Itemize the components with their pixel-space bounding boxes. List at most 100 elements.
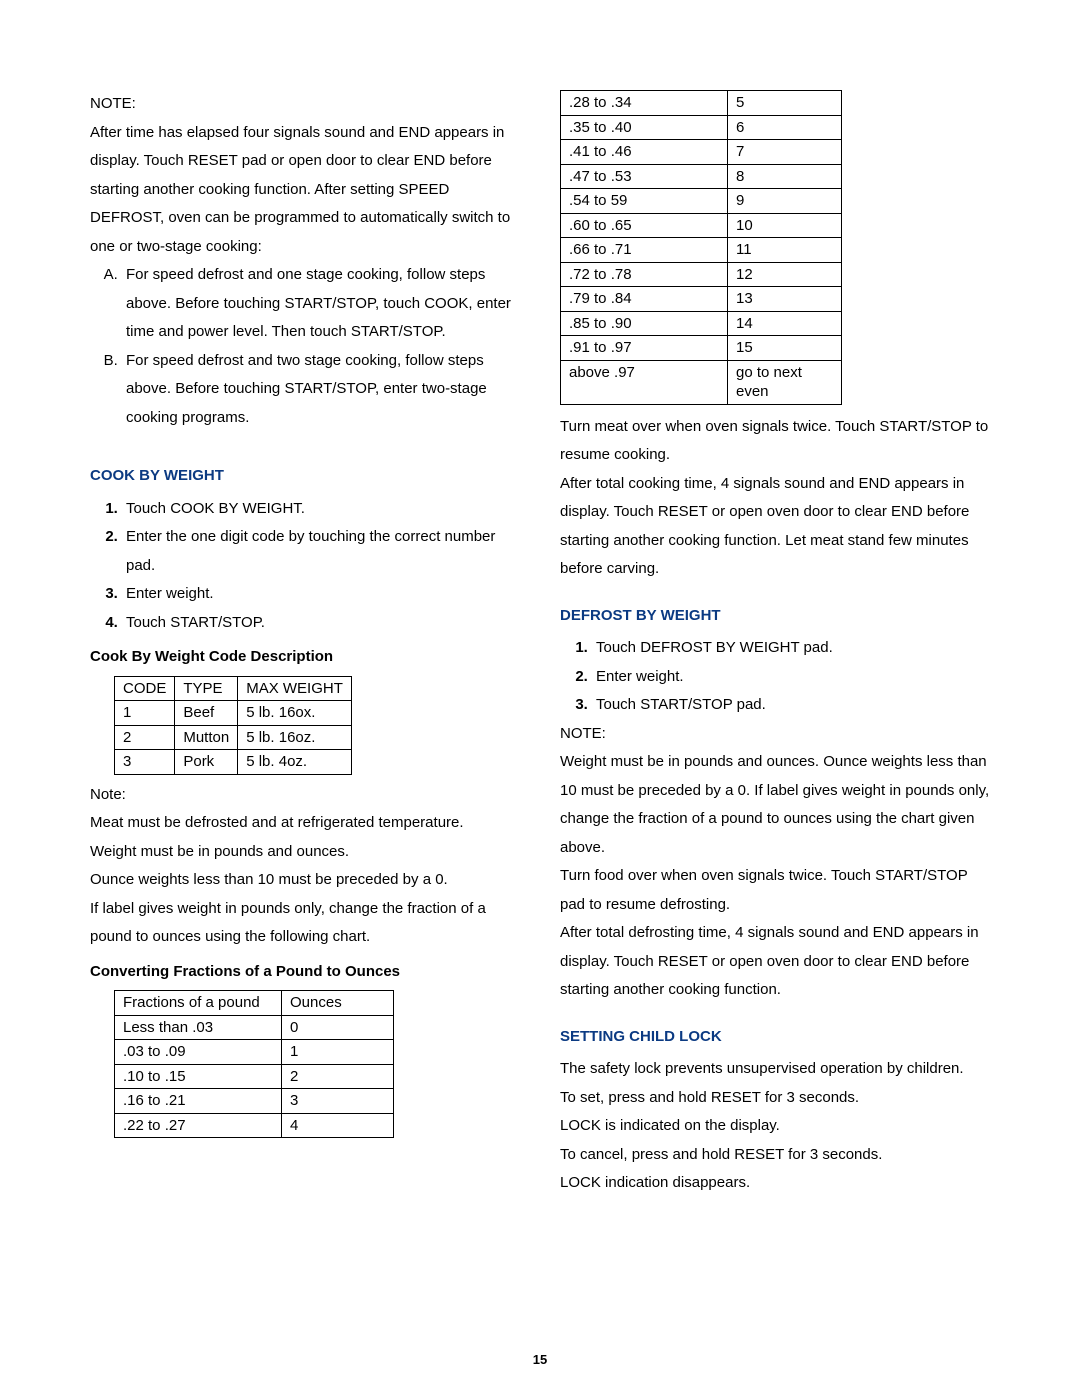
- table-row: .72 to .78 12: [561, 262, 842, 287]
- table-row: .41 to .46 7: [561, 140, 842, 165]
- paragraph: Weight must be in pounds and ounces.: [90, 838, 520, 867]
- table-row: above .97 go to next even: [561, 360, 842, 404]
- step-item: Enter weight.: [592, 663, 990, 692]
- ounces-header: Ounces: [282, 991, 394, 1016]
- cell: 5 lb. 4oz.: [238, 750, 352, 775]
- cell: Beef: [175, 701, 238, 726]
- fraction-table-part2: .28 to .34 5 .35 to .40 6 .41 to .46 7 .…: [560, 90, 842, 405]
- alpha-item-b: For speed defrost and two stage cooking,…: [122, 347, 520, 433]
- fraction-convert-heading: Converting Fractions of a Pound to Ounce…: [90, 958, 520, 987]
- cell: .47 to .53: [561, 164, 728, 189]
- cell: 6: [728, 115, 842, 140]
- cell: .35 to .40: [561, 115, 728, 140]
- cook-by-weight-code-table: CODE TYPE MAX WEIGHT 1 Beef 5 lb. 16ox. …: [114, 676, 352, 775]
- page-number: 15: [0, 1352, 1080, 1367]
- note-label: NOTE:: [560, 720, 990, 749]
- alpha-list: For speed defrost and one stage cooking,…: [110, 261, 520, 432]
- note-label: Note:: [90, 781, 520, 810]
- cell: .03 to .09: [115, 1040, 282, 1065]
- step-item: Touch COOK BY WEIGHT.: [122, 495, 520, 524]
- step-item: Touch START/STOP.: [122, 609, 520, 638]
- cell: 5: [728, 91, 842, 116]
- cell: 7: [728, 140, 842, 165]
- cell: 9: [728, 189, 842, 214]
- maxweight-header: MAX WEIGHT: [238, 676, 352, 701]
- cell: .79 to .84: [561, 287, 728, 312]
- paragraph: The safety lock prevents unsupervised op…: [560, 1055, 990, 1084]
- paragraph: After total defrosting time, 4 signals s…: [560, 919, 990, 1005]
- cell: 0: [282, 1015, 394, 1040]
- paragraph: Ounce weights less than 10 must be prece…: [90, 866, 520, 895]
- table-row: .66 to .71 11: [561, 238, 842, 263]
- cell: 13: [728, 287, 842, 312]
- table-row: 1 Beef 5 lb. 16ox.: [115, 701, 352, 726]
- code-desc-heading: Cook By Weight Code Description: [90, 643, 520, 672]
- cell: 5 lb. 16ox.: [238, 701, 352, 726]
- cell: 14: [728, 311, 842, 336]
- paragraph: LOCK is indicated on the display.: [560, 1112, 990, 1141]
- fraction-table-part1: Fractions of a pound Ounces Less than .0…: [114, 990, 394, 1138]
- table-row: 3 Pork 5 lb. 4oz.: [115, 750, 352, 775]
- cell: 5 lb. 16oz.: [238, 725, 352, 750]
- paragraph: Weight must be in pounds and ounces. Oun…: [560, 748, 990, 862]
- cell: 8: [728, 164, 842, 189]
- paragraph: After total cooking time, 4 signals soun…: [560, 470, 990, 584]
- cell: 3: [282, 1089, 394, 1114]
- cell: .41 to .46: [561, 140, 728, 165]
- cell: .28 to .34: [561, 91, 728, 116]
- defrost-by-weight-steps: Touch DEFROST BY WEIGHT pad. Enter weigh…: [580, 634, 990, 720]
- cell: 4: [282, 1113, 394, 1138]
- table-row: .54 to 59 9: [561, 189, 842, 214]
- right-column: .28 to .34 5 .35 to .40 6 .41 to .46 7 .…: [560, 90, 990, 1198]
- cell: 1: [115, 701, 175, 726]
- cell: 1: [282, 1040, 394, 1065]
- paragraph: To cancel, press and hold RESET for 3 se…: [560, 1141, 990, 1170]
- step-item: Enter weight.: [122, 580, 520, 609]
- cook-by-weight-heading: COOK BY WEIGHT: [90, 462, 520, 491]
- cell: .16 to .21: [115, 1089, 282, 1114]
- table-row: .16 to .21 3: [115, 1089, 394, 1114]
- step-item: Enter the one digit code by touching the…: [122, 523, 520, 580]
- cell: 15: [728, 336, 842, 361]
- cell: Pork: [175, 750, 238, 775]
- cell: 12: [728, 262, 842, 287]
- cell: go to next even: [728, 360, 842, 404]
- step-item: Touch DEFROST BY WEIGHT pad.: [592, 634, 990, 663]
- cell: Mutton: [175, 725, 238, 750]
- cell: above .97: [561, 360, 728, 404]
- table-row: .35 to .40 6: [561, 115, 842, 140]
- cell: .85 to .90: [561, 311, 728, 336]
- cell: 3: [115, 750, 175, 775]
- cell: 2: [115, 725, 175, 750]
- manual-page: NOTE: After time has elapsed four signal…: [0, 0, 1080, 1397]
- alpha-item-a: For speed defrost and one stage cooking,…: [122, 261, 520, 347]
- note-paragraph: After time has elapsed four signals soun…: [90, 119, 520, 262]
- code-header: CODE: [115, 676, 175, 701]
- table-row: .22 to .27 4: [115, 1113, 394, 1138]
- table-row: Less than .03 0: [115, 1015, 394, 1040]
- child-lock-heading: SETTING CHILD LOCK: [560, 1023, 990, 1052]
- defrost-by-weight-heading: DEFROST BY WEIGHT: [560, 602, 990, 631]
- table-row: .28 to .34 5: [561, 91, 842, 116]
- type-header: TYPE: [175, 676, 238, 701]
- two-column-layout: NOTE: After time has elapsed four signal…: [90, 90, 990, 1198]
- cell: 11: [728, 238, 842, 263]
- cell: .91 to .97: [561, 336, 728, 361]
- table-row: .60 to .65 10: [561, 213, 842, 238]
- cell: Less than .03: [115, 1015, 282, 1040]
- table-header-row: CODE TYPE MAX WEIGHT: [115, 676, 352, 701]
- table-row: .79 to .84 13: [561, 287, 842, 312]
- frac-header: Fractions of a pound: [115, 991, 282, 1016]
- cell: .22 to .27: [115, 1113, 282, 1138]
- paragraph: Meat must be defrosted and at refrigerat…: [90, 809, 520, 838]
- left-column: NOTE: After time has elapsed four signal…: [90, 90, 520, 1198]
- cell: .54 to 59: [561, 189, 728, 214]
- step-item: Touch START/STOP pad.: [592, 691, 990, 720]
- cell: 10: [728, 213, 842, 238]
- table-row: .85 to .90 14: [561, 311, 842, 336]
- cook-by-weight-steps: Touch COOK BY WEIGHT. Enter the one digi…: [110, 495, 520, 638]
- table-row: .47 to .53 8: [561, 164, 842, 189]
- table-row: 2 Mutton 5 lb. 16oz.: [115, 725, 352, 750]
- cell: .72 to .78: [561, 262, 728, 287]
- paragraph: Turn meat over when oven signals twice. …: [560, 413, 990, 470]
